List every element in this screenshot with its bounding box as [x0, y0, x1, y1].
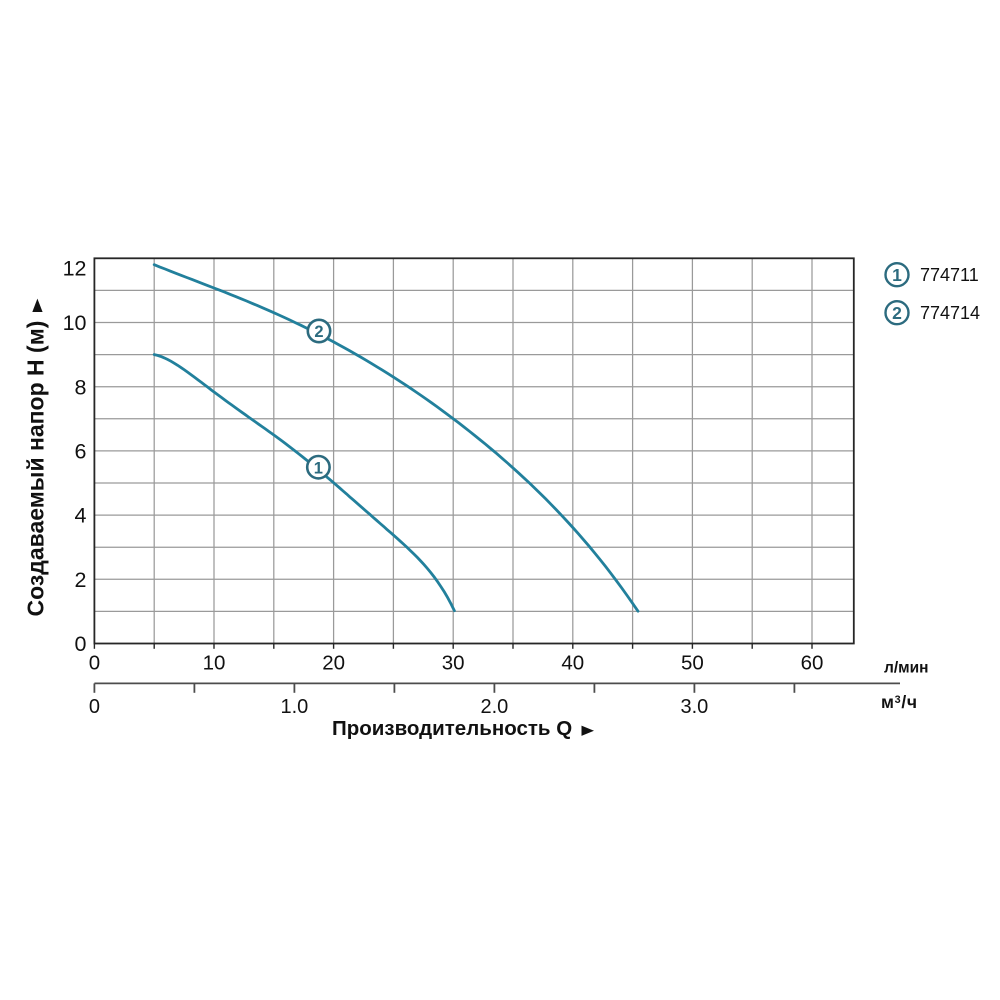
svg-text:3.0: 3.0 [680, 696, 708, 718]
svg-text:10: 10 [203, 652, 226, 675]
svg-text:8: 8 [75, 375, 87, 399]
svg-text:2: 2 [314, 323, 323, 341]
svg-text:774711: 774711 [920, 265, 979, 285]
svg-text:20: 20 [322, 652, 345, 675]
svg-text:50: 50 [681, 652, 704, 675]
svg-text:Производительность Q: Производительность Q [332, 717, 572, 740]
svg-text:30: 30 [442, 652, 465, 675]
svg-text:1.0: 1.0 [280, 696, 308, 718]
svg-text:л/мин: л/мин [884, 660, 929, 677]
svg-text:12: 12 [63, 257, 87, 281]
svg-text:6: 6 [75, 440, 87, 464]
svg-text:0: 0 [89, 696, 100, 718]
svg-text:774714: 774714 [920, 303, 980, 323]
svg-text:2: 2 [75, 568, 87, 592]
svg-text:0: 0 [89, 652, 100, 675]
svg-text:60: 60 [801, 652, 824, 675]
svg-text:1: 1 [314, 459, 323, 477]
svg-text:м3/ч: м3/ч [881, 692, 918, 712]
svg-text:1: 1 [892, 265, 902, 285]
svg-text:0: 0 [75, 632, 87, 656]
svg-text:Создаваемый напор H (м): Создаваемый напор H (м) [23, 321, 49, 617]
svg-text:10: 10 [63, 311, 87, 335]
svg-text:2: 2 [892, 303, 902, 323]
svg-text:2.0: 2.0 [480, 696, 508, 718]
svg-text:4: 4 [75, 504, 87, 528]
svg-text:40: 40 [561, 652, 584, 675]
